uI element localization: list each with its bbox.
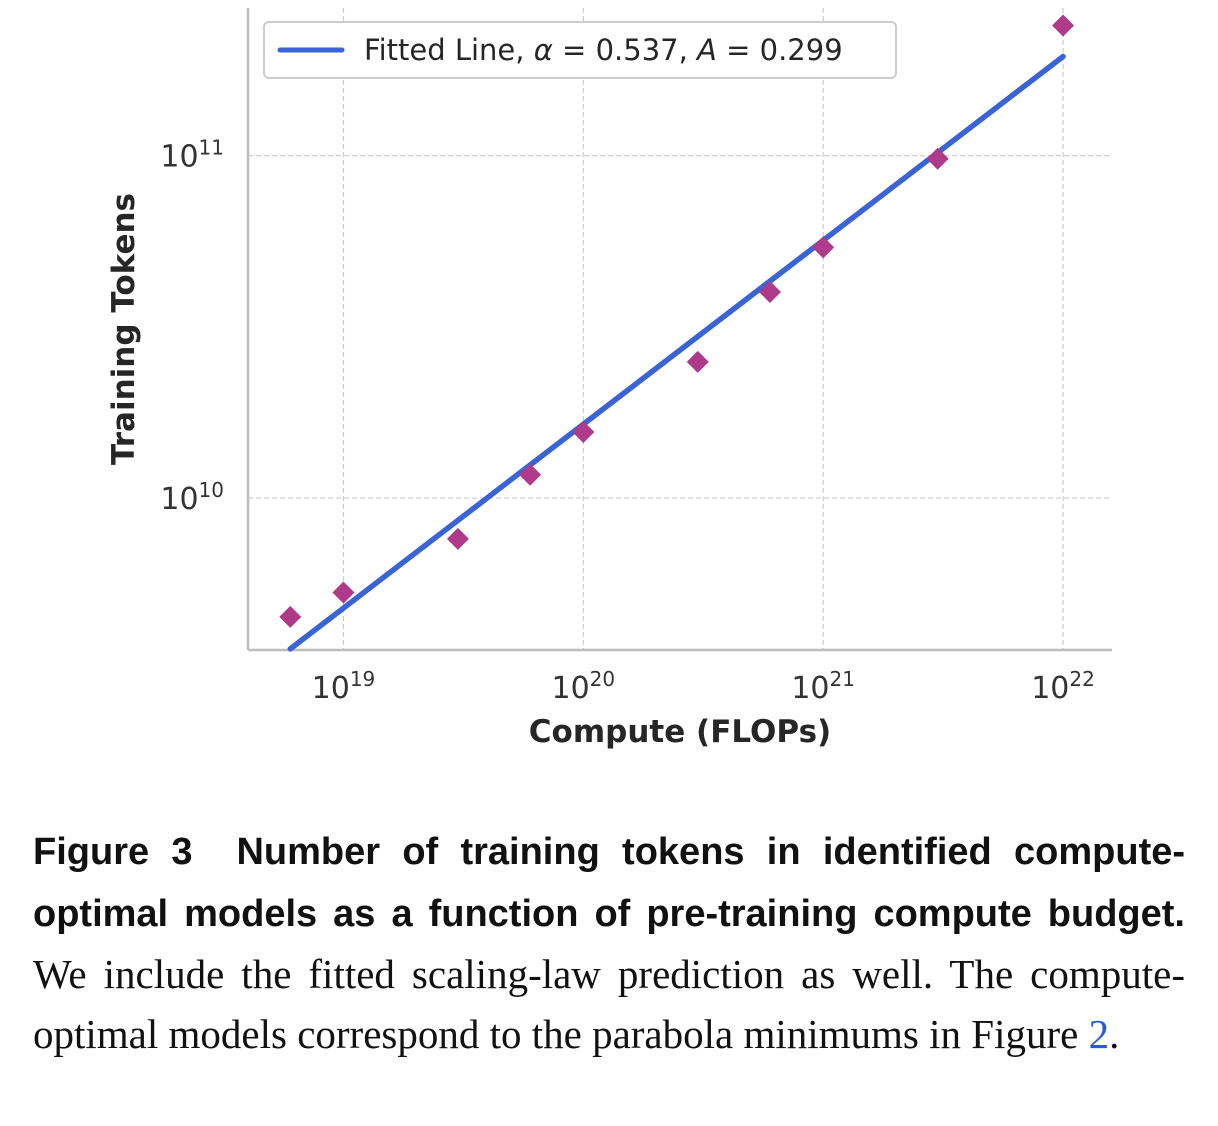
- caption-end: .: [1109, 1011, 1120, 1057]
- fit-line-layer: [287, 53, 1066, 652]
- figure-caption: Figure 3 Number of training tokens in id…: [33, 820, 1185, 1064]
- y-tick-label: 1011: [160, 136, 224, 175]
- x-tick-label: 1019: [312, 667, 376, 706]
- data-point-marker: [1052, 14, 1075, 37]
- x-axis-title: Compute (FLOPs): [529, 714, 831, 750]
- data-point-marker: [686, 350, 709, 373]
- data-point-marker: [332, 581, 355, 604]
- data-point-marker: [446, 527, 469, 550]
- data-point-marker: [519, 463, 542, 486]
- legend-label: Fitted Line, α = 0.537, A = 0.299: [364, 33, 843, 67]
- legend-box: [263, 21, 897, 79]
- legend: Fitted Line, α = 0.537, A = 0.299: [263, 21, 897, 79]
- tick-labels-layer: 1019 1020 1021 1022 1010 1011: [160, 136, 1095, 706]
- data-point-marker: [572, 420, 595, 443]
- caption-bold-text: Number of training tokens in identified …: [33, 831, 1186, 935]
- data-point-marker: [812, 236, 835, 259]
- x-tick-label: 1020: [551, 667, 615, 706]
- grid-layer: [248, 8, 1112, 650]
- caption-body-text: We include the fitted scaling-law predic…: [33, 951, 1185, 1057]
- y-tick-label: 1010: [160, 478, 224, 517]
- x-tick-label: 1021: [791, 667, 855, 706]
- data-point-marker: [758, 280, 781, 303]
- figure-label: Figure 3: [33, 831, 193, 873]
- data-points-layer: [279, 14, 1075, 628]
- x-tick-label: 1022: [1031, 667, 1095, 706]
- figure-reference-link[interactable]: 2: [1088, 1011, 1110, 1057]
- data-point-marker: [279, 605, 302, 628]
- y-axis-title: Training Tokens: [106, 193, 142, 465]
- scaling-law-chart: 1019 1020 1021 1022 1010 1011 Compute (FLOPs)…: [106, 8, 1112, 750]
- fitted-line: [287, 53, 1066, 652]
- data-point-marker: [926, 147, 949, 170]
